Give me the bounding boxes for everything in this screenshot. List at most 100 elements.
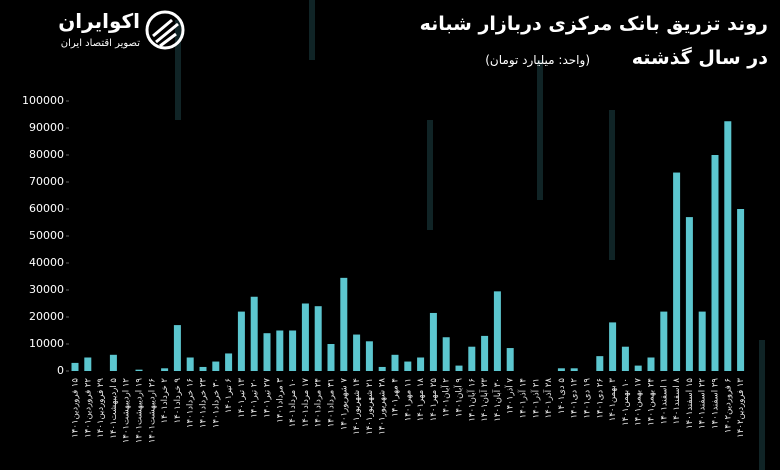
x-tick-label: ۶ فروردین۱۴۰۲	[723, 378, 733, 433]
y-tick-label: 90000	[29, 121, 64, 134]
x-tick-label: ۱ اسفند۱۴۰۱	[659, 378, 669, 424]
bar	[186, 357, 194, 371]
bar	[212, 361, 220, 371]
logo-icon	[145, 10, 185, 50]
chart-title: روند تزریق بانک مرکزی دربازار شبانه	[420, 13, 768, 35]
x-tick-label: ۳۰ آبان۱۴۰۱	[491, 378, 503, 422]
x-tick-label: ۲ آبان۱۴۰۱	[440, 378, 452, 418]
bar	[109, 354, 117, 371]
x-tick-label: ۲۸ شهریور۱۴۰۱	[378, 378, 388, 435]
bar	[685, 217, 693, 371]
x-tick-label: ۲۵ مهر۱۴۰۱	[429, 378, 439, 422]
bar	[442, 337, 450, 371]
x-tick-label: ۱۵ اسفند۱۴۰۱	[685, 378, 695, 429]
bar	[199, 366, 207, 371]
x-tick-label: ۱۰ بهمن۱۴۰۱	[621, 378, 631, 426]
x-tick-label: ۱۶ خرداد۱۴۰۱	[186, 378, 196, 428]
x-tick-label: ۱۲ اردیبهشت۱۴۰۱	[122, 378, 132, 444]
bar	[263, 333, 271, 371]
y-tick-label: 70000	[29, 175, 64, 188]
y-tick-label: 60000	[29, 202, 64, 215]
y-tick-label: 40000	[29, 256, 64, 269]
bar	[84, 357, 92, 371]
x-tick-label: ۴ مهر۱۴۰۱	[391, 378, 401, 417]
x-tick-label: ۱۸ مهر۱۴۰۱	[416, 378, 426, 422]
x-tick-label: ۱۳ فروردین۱۴۰۲	[736, 378, 746, 438]
y-tick-label: 50000	[29, 229, 64, 242]
x-tick-label: ۱۴ شهریور۱۴۰۱	[352, 378, 362, 435]
logo-icon	[152, 18, 179, 48]
bar	[647, 357, 655, 371]
x-tick-label: ۵ اردیبهشت۱۴۰۱	[109, 378, 119, 439]
x-tick-label: ۲۳ آبان۱۴۰۱	[478, 378, 490, 422]
x-tick-label: ۵ دی۱۴۰۱	[557, 378, 567, 414]
bar	[724, 121, 732, 371]
bar	[289, 330, 297, 371]
x-tick-label: ۱۵ فروردین۱۴۰۱	[71, 378, 81, 438]
x-tick-label: ۲۴ بهمن۱۴۰۱	[647, 378, 657, 426]
x-tick-label: ۱۱ مهر۱۴۰۱	[403, 378, 413, 421]
bar	[737, 209, 745, 371]
x-tick-label: ۱۴ آذر۱۴۰۱	[517, 378, 529, 418]
bar	[301, 303, 309, 371]
x-tick-label: ۲۶ اردیبهشت۱۴۰۱	[147, 378, 157, 443]
bar	[698, 311, 706, 371]
x-tick-label: ۱۲ دی۱۴۰۱	[570, 378, 580, 419]
bar	[276, 330, 284, 371]
x-tick-label: ۲۹ فروردین۱۴۰۱	[96, 378, 106, 438]
bar	[391, 354, 399, 371]
bar	[225, 353, 233, 371]
bar	[609, 322, 617, 371]
x-tick-label: ۱۹ اردیبهشت۱۴۰۱	[135, 378, 145, 444]
x-tick-label: ۸ اسفند۱۴۰۱	[672, 378, 682, 425]
x-tick-label: ۱۰ مرداد۱۴۰۱	[288, 378, 298, 427]
x-tick-label: ۳۱ مرداد۱۴۰۱	[327, 378, 337, 427]
x-tick-label: ۲۲ اسفند۱۴۰۱	[698, 378, 708, 429]
y-tick-label: 100000	[22, 94, 64, 107]
bar	[327, 344, 335, 371]
bar	[237, 311, 245, 371]
x-tick-label: ۳۰ خرداد۱۴۰۱	[211, 378, 221, 428]
bar	[404, 361, 412, 371]
bar	[429, 312, 437, 371]
x-tick-label: ۶ تیر۱۴۰۱	[224, 378, 234, 413]
x-tick-label: ۲۱ شهریور۱۴۰۱	[365, 378, 375, 435]
bar	[314, 306, 322, 371]
bar	[493, 291, 501, 371]
x-tick-label: ۲ خرداد۱۴۰۱	[160, 378, 170, 424]
x-tick-label: ۲۶ دی۱۴۰۱	[595, 378, 605, 419]
y-tick-label: 80000	[29, 148, 64, 161]
x-tick-label: ۲۸ آذر۱۴۰۱	[542, 378, 554, 419]
y-tick-label: 30000	[29, 283, 64, 296]
bar	[506, 348, 514, 371]
bar	[634, 365, 642, 371]
chart-subtitle: (واحد: میلیارد تومان)	[485, 53, 590, 68]
bar	[173, 325, 181, 371]
bar	[557, 368, 565, 371]
x-tick-label: ۲۱ آذر۱۴۰۱	[529, 378, 541, 418]
x-tick-label: ۲۳ خرداد۱۴۰۱	[199, 378, 209, 428]
bar	[660, 311, 668, 371]
y-tick-label: 20000	[29, 310, 64, 323]
bar	[135, 369, 143, 371]
decoration	[175, 0, 765, 470]
x-tick-label: ۱۷ بهمن۱۴۰۱	[634, 378, 644, 426]
logo: اکوایران تصویر اقتصاد ایران	[58, 9, 185, 50]
bar	[161, 368, 169, 371]
x-tick-label: ۲۷ تیر۱۴۰۱	[263, 378, 273, 418]
x-tick-label: ۹ آبان۱۴۰۱	[453, 378, 465, 418]
bar	[71, 362, 79, 371]
logo-tagline: تصویر اقتصاد ایران	[61, 38, 140, 49]
x-tick-label: ۷ شهریور۱۴۰۱	[339, 378, 349, 431]
bar	[250, 296, 258, 371]
x-tick-label: ۳ مرداد۱۴۰۱	[275, 378, 285, 423]
x-tick-label: ۲۹ اسفند۱۴۰۱	[711, 378, 721, 429]
x-tick-label: ۹ خرداد۱۴۰۱	[173, 378, 183, 424]
x-tick-label: ۱۷ مرداد۱۴۰۱	[301, 378, 311, 428]
logo-name: اکوایران	[58, 9, 140, 33]
bar	[596, 356, 604, 371]
bar	[353, 334, 361, 371]
bar	[481, 335, 489, 371]
x-tick-label: ۳ بهمن۱۴۰۱	[608, 378, 618, 422]
